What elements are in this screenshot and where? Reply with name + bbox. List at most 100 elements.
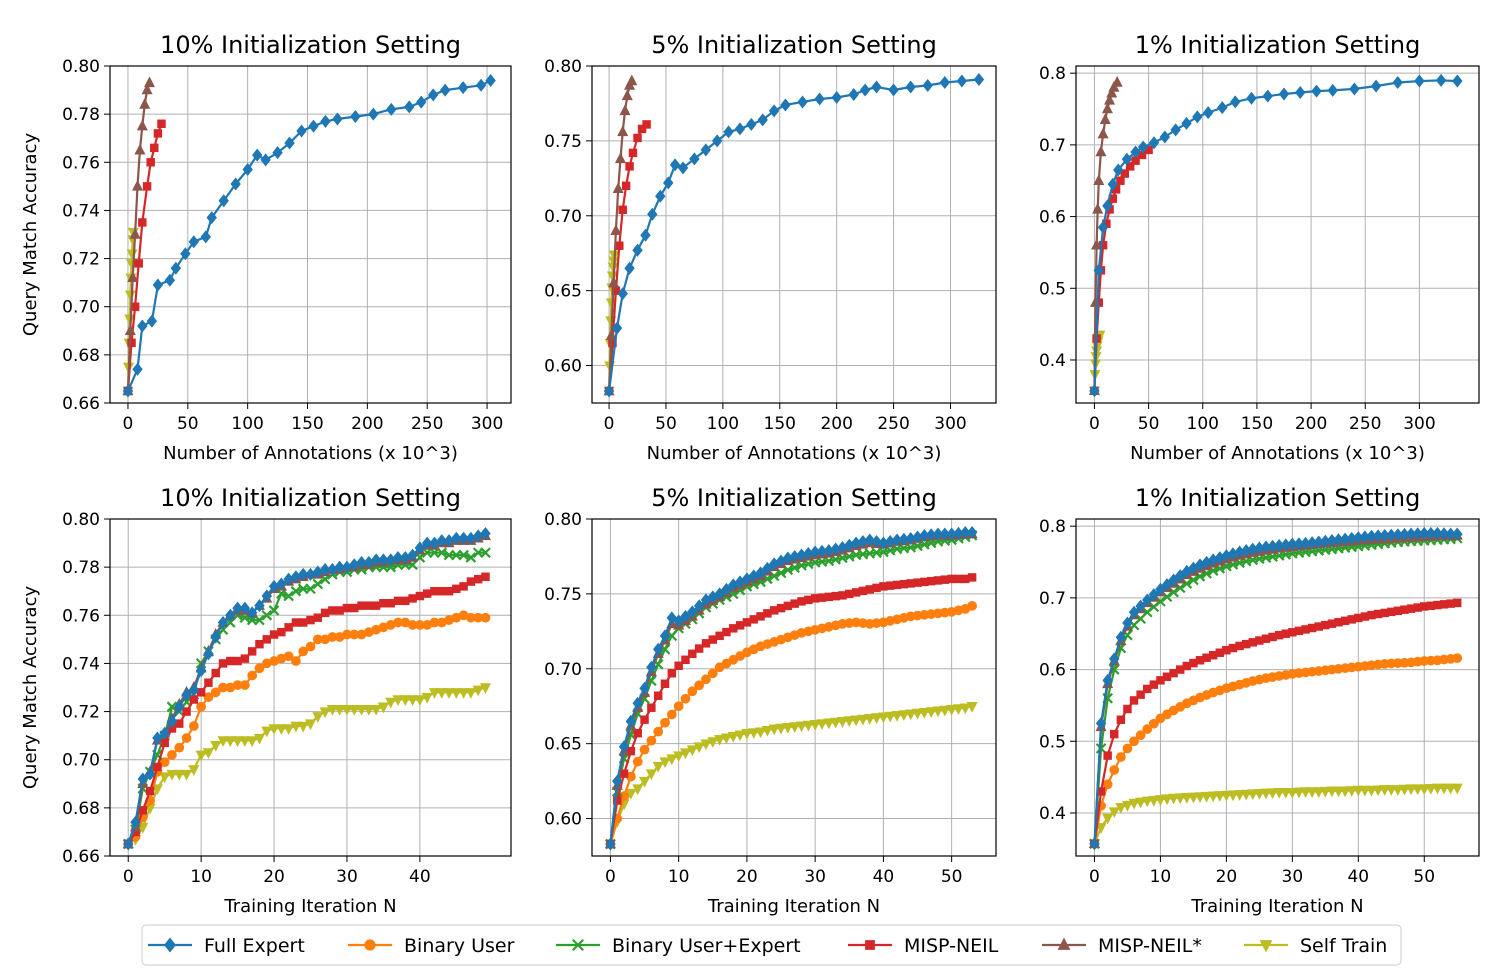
data-point-self-train (673, 751, 685, 763)
data-point-full-expert (1346, 531, 1357, 545)
data-point-misp-neil (459, 582, 468, 591)
data-point-misp-neil (1195, 656, 1205, 665)
data-point-misp-neil (967, 573, 977, 582)
data-point-misp-neil (1255, 636, 1264, 645)
data-point-misp-neil (1137, 150, 1147, 160)
data-point-full-expert (871, 80, 882, 94)
data-point-self-train (1451, 783, 1463, 795)
data-point-full-expert (966, 525, 978, 539)
x-tick-label: 300 (1403, 414, 1435, 434)
data-point-self-train (666, 754, 678, 766)
data-point-full-expert (850, 536, 862, 550)
data-point-misp-neil (379, 599, 388, 608)
axes-frame (591, 518, 997, 857)
data-point-full-expert (1311, 84, 1322, 98)
data-point-full-expert (1359, 530, 1371, 544)
data-point-misp-neil (681, 655, 690, 665)
data-point-self-train (693, 742, 705, 754)
data-point-misp-neil-star (1097, 127, 1109, 139)
data-point-self-train (911, 708, 924, 720)
data-point-full-expert (1181, 116, 1192, 130)
data-point-misp-neil (851, 588, 861, 597)
legend-label: MISP-NEIL (904, 935, 999, 957)
data-point-full-expert (210, 630, 221, 644)
x-tick-label: 250 (411, 414, 443, 434)
data-point-full-expert (1379, 528, 1390, 542)
data-point-binary-user (283, 651, 294, 662)
data-point-full-expert (796, 548, 807, 562)
data-point-full-expert (320, 114, 331, 128)
data-point-self-train (898, 710, 910, 721)
data-point-full-expert (1293, 537, 1305, 551)
data-point-misp-neil (763, 609, 772, 618)
data-point-misp-neil (940, 575, 950, 584)
data-point-full-expert (166, 714, 178, 728)
data-point-self-train (864, 713, 876, 725)
data-point-misp-neil (618, 205, 627, 215)
data-point-full-expert (814, 92, 825, 106)
data-point-full-expert (723, 125, 734, 139)
data-point-misp-neil (1215, 648, 1225, 657)
data-point-misp-neil (1116, 176, 1125, 185)
x-axis-label: Training Iteration N (1190, 896, 1363, 917)
data-point-self-train (377, 702, 389, 714)
data-point-full-expert (1201, 555, 1212, 569)
data-point-misp-neil-star (143, 76, 156, 88)
plot-area (1076, 519, 1479, 856)
data-point-full-expert (912, 530, 923, 544)
data-point-full-expert (170, 261, 182, 275)
data-point-full-expert (714, 587, 725, 601)
data-point-misp-neil-star (1095, 145, 1107, 157)
data-point-misp-neil (1098, 241, 1108, 250)
data-point-self-train (877, 712, 889, 724)
data-point-misp-neil (1327, 619, 1337, 628)
data-point-binary-user-expert (283, 590, 294, 602)
data-point-full-expert (225, 608, 236, 622)
data-point-binary-user (707, 668, 718, 679)
data-point-misp-neil (1446, 599, 1455, 608)
data-point-misp-neil (954, 574, 963, 584)
data-point-full-expert (1254, 541, 1265, 555)
data-point-self-train (952, 704, 964, 715)
data-point-misp-neil (189, 695, 199, 704)
data-point-misp-neil (1162, 672, 1172, 681)
data-point-full-expert (677, 161, 689, 175)
data-point-misp-neil (196, 688, 206, 697)
data-point-binary-user-expert (290, 585, 302, 597)
data-point-misp-neil (1433, 600, 1442, 610)
y-tick-label: 0.70 (544, 207, 582, 227)
data-point-misp-neil (211, 668, 220, 678)
y-tick-label: 0.76 (62, 153, 100, 173)
data-point-full-expert (261, 589, 272, 603)
data-point-misp-neil-star (1091, 238, 1103, 250)
data-point-self-train (966, 701, 978, 713)
data-point-full-expert (1405, 527, 1417, 541)
data-point-full-expert (1353, 531, 1364, 545)
data-point-full-expert (617, 287, 628, 301)
data-point-binary-user (673, 701, 684, 712)
data-point-full-expert (1452, 527, 1463, 541)
data-point-self-train (356, 704, 368, 716)
data-point-full-expert (232, 601, 243, 615)
series-full-expert (605, 525, 978, 851)
data-point-misp-neil (1108, 194, 1118, 203)
data-point-full-expert (652, 642, 664, 656)
data-point-misp-neil (1120, 169, 1129, 178)
data-point-full-expert (1392, 75, 1403, 89)
data-point-misp-neil (1301, 625, 1310, 634)
data-point-misp-neil (1261, 634, 1271, 643)
data-point-binary-user-expert (465, 552, 477, 563)
data-point-full-expert (919, 528, 930, 542)
data-point-full-expert (319, 563, 331, 577)
data-point-binary-user (1129, 736, 1139, 747)
data-point-misp-neil (160, 738, 169, 748)
data-point-binary-user (680, 693, 691, 704)
data-point-full-expert (203, 647, 214, 661)
data-point-misp-neil (776, 603, 786, 613)
data-point-full-expert (1234, 545, 1245, 559)
data-point-full-expert (734, 575, 746, 589)
data-point-full-expert (780, 98, 791, 112)
data-point-self-train (857, 714, 869, 726)
data-point-full-expert (1097, 220, 1109, 234)
data-point-full-expert (356, 555, 367, 569)
